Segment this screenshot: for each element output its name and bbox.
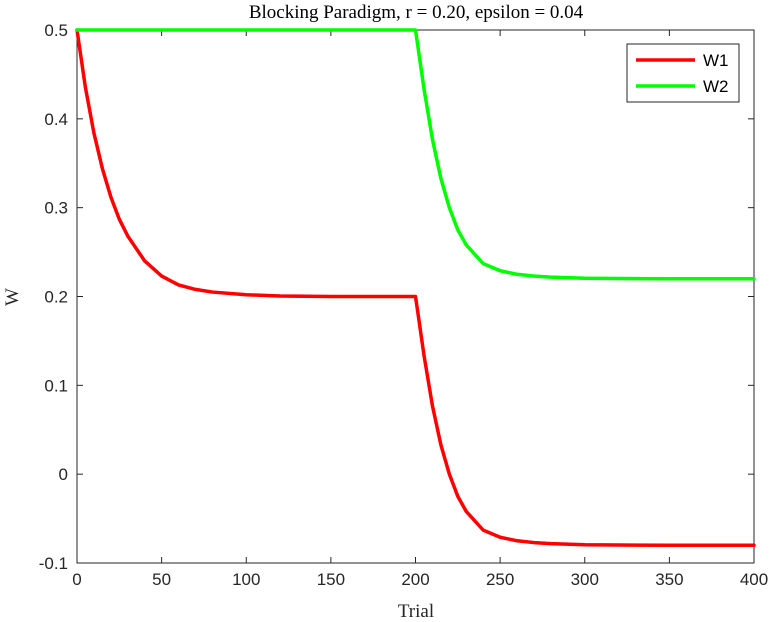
y-tick-label: 0.2 [44,288,68,307]
plot-area: 0 50 100 150 200 250 300 350 400-0.100.10.20.30.… [39,21,768,589]
x-tick-label: 200 [401,570,429,589]
y-tick-label: 0.3 [44,199,68,218]
x-tick-label: 0 [72,570,81,589]
chart-title: Blocking Paradigm, r = 0.20, epsilon = 0… [249,2,584,23]
x-tick-label: 300 [571,570,599,589]
x-tick-label: 350 [655,570,683,589]
y-tick-label: 0.1 [44,376,68,395]
x-tick-label: 150 [317,570,345,589]
y-tick-label: 0 [59,465,68,484]
y-axis-label: W [2,288,23,306]
x-tick-label: 100 [232,570,260,589]
series-line-w1 [77,30,754,545]
legend-label-w1: W1 [703,51,729,70]
y-tick-label: 0.4 [44,110,68,129]
y-tick-label: 0.5 [44,21,68,40]
legend-label-w2: W2 [703,77,729,96]
y-tick-label: -0.1 [39,554,68,573]
x-axis-label: Trial [398,601,434,622]
x-tick-label: 400 [740,570,768,589]
x-tick-label: 250 [486,570,514,589]
x-tick-label: 50 [152,570,171,589]
